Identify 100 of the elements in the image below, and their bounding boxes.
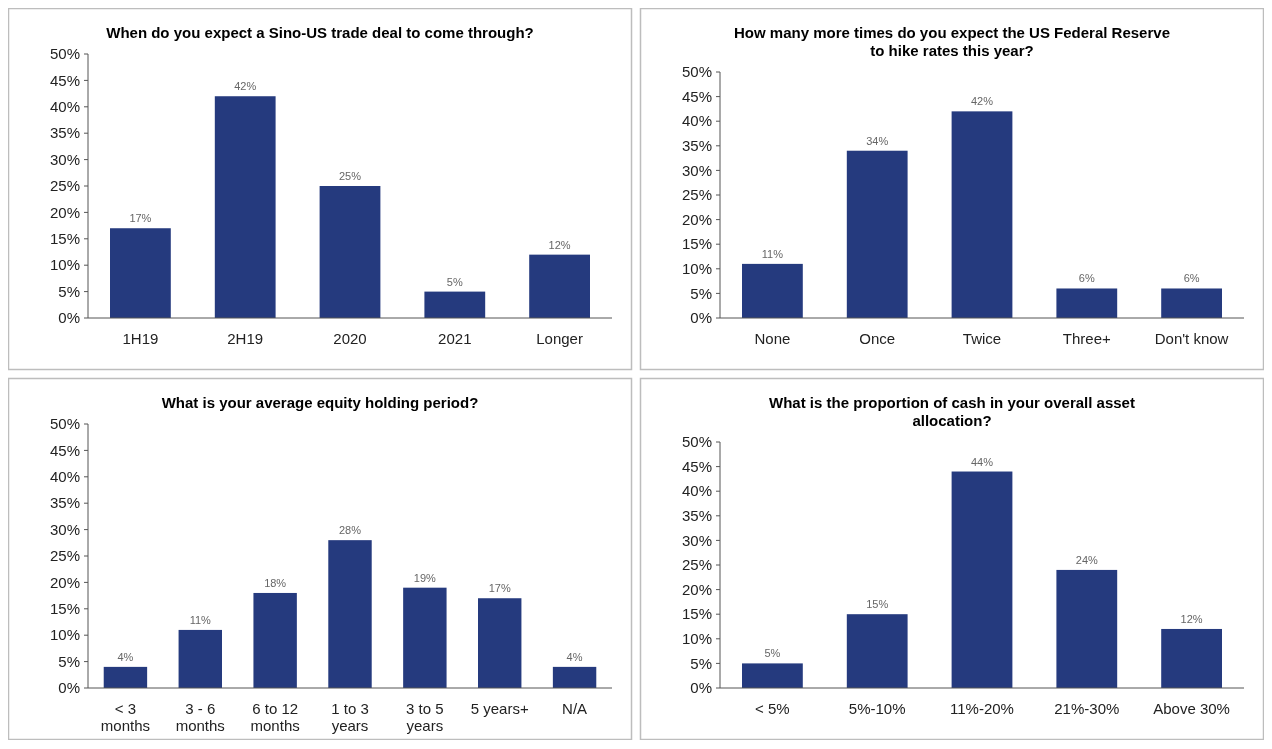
bar (328, 540, 372, 688)
y-tick-label: 0% (690, 309, 712, 327)
bar (846, 614, 908, 688)
y-tick-label: 35% (49, 494, 80, 512)
y-tick-label: 10% (49, 626, 80, 644)
x-tick-label: < 3 months (100, 700, 151, 734)
y-tick-label: 10% (681, 630, 712, 648)
data-label: 5% (764, 647, 781, 660)
x-tick-label: Twice (962, 330, 1002, 347)
x-tick-label: Longer (536, 330, 583, 347)
y-tick-label: 5% (690, 284, 712, 302)
y-tick-label: 25% (49, 547, 80, 565)
x-tick-label: Three+ (1062, 330, 1112, 347)
bar (742, 263, 803, 318)
bar (103, 666, 148, 688)
x-tick-label: 5%-10% (848, 700, 906, 717)
y-tick-label: 50% (681, 63, 712, 81)
x-tick-label: Don't know (1154, 330, 1229, 347)
y-tick-label: 15% (49, 230, 80, 248)
y-tick-label: 35% (49, 124, 80, 142)
y-tick-label: 45% (681, 457, 712, 475)
y-tick-label: 20% (681, 210, 712, 228)
bar (424, 291, 486, 318)
data-label: 42% (970, 95, 994, 108)
y-tick-label: 20% (49, 573, 80, 591)
bar (529, 254, 590, 318)
data-label: 4% (117, 650, 134, 663)
data-label: 6% (1078, 272, 1095, 285)
data-label: 11% (761, 247, 784, 260)
x-tick-label: 2021 (438, 330, 472, 347)
y-tick-label: 20% (49, 203, 80, 221)
x-tick-label: 1H19 (122, 330, 159, 347)
data-label: 18% (264, 576, 287, 589)
data-label: 25% (338, 170, 362, 182)
y-tick-label: 5% (58, 282, 80, 300)
y-tick-label: 0% (690, 679, 712, 697)
bar (1161, 628, 1222, 688)
x-tick-label: 2020 (333, 330, 367, 347)
bar (742, 663, 803, 688)
y-tick-label: 10% (49, 256, 80, 274)
y-tick-label: 35% (681, 137, 712, 155)
data-label: 24% (1075, 553, 1099, 566)
bar (951, 111, 1013, 318)
y-tick-label: 15% (681, 235, 712, 253)
data-label: 15% (866, 598, 889, 611)
y-tick-label: 25% (49, 177, 80, 195)
x-tick-label: 11%-20% (950, 700, 1014, 717)
data-label: 11% (189, 613, 212, 626)
y-tick-label: 35% (681, 507, 712, 525)
x-tick-label: 2H19 (227, 330, 264, 347)
bar (1161, 288, 1222, 318)
chart-title: When do you expect a Sino-US trade deal to come through? (106, 24, 534, 41)
y-tick-label: 15% (49, 600, 80, 618)
y-tick-label: 40% (49, 468, 80, 486)
y-tick-label: 50% (49, 415, 80, 433)
x-tick-label: 5 years+ (470, 700, 529, 717)
bar (214, 96, 276, 318)
y-tick-label: 50% (49, 45, 80, 63)
x-tick-label: 6 to 12 months (250, 700, 300, 734)
y-tick-label: 25% (681, 556, 712, 574)
y-tick-label: 45% (49, 71, 80, 89)
data-label: 4% (566, 650, 583, 663)
y-tick-label: 40% (49, 98, 80, 116)
data-label: 17% (488, 582, 511, 595)
x-tick-label: < 5% (755, 700, 790, 717)
x-tick-label: Once (859, 330, 896, 347)
data-label: 34% (866, 134, 889, 147)
x-tick-label: None (754, 330, 791, 347)
bar (951, 471, 1013, 688)
y-tick-label: 40% (681, 112, 712, 130)
x-tick-label: N/A (562, 700, 588, 717)
bar (846, 150, 908, 318)
bar (178, 629, 222, 688)
data-label: 19% (413, 571, 437, 584)
x-tick-label: 1 to 3 years (331, 700, 369, 734)
data-label: 17% (129, 212, 152, 225)
data-label: 12% (1180, 612, 1203, 625)
y-tick-label: 30% (681, 531, 712, 549)
data-label: 42% (234, 80, 257, 93)
y-tick-label: 30% (49, 150, 80, 168)
bar (1056, 288, 1118, 318)
data-label: 28% (338, 524, 362, 537)
y-tick-label: 0% (58, 309, 80, 327)
x-tick-label: 3 - 6 months (175, 700, 225, 734)
y-tick-label: 15% (681, 605, 712, 623)
data-label: 5% (446, 275, 463, 288)
y-tick-label: 40% (681, 482, 712, 500)
y-tick-label: 5% (58, 652, 80, 670)
chart-title: How many more times do you expect the US Federal Reserve to hike rates this year? (734, 24, 1170, 59)
x-tick-label: Above 30% (1153, 700, 1230, 717)
data-label: 44% (970, 455, 994, 468)
y-tick-label: 0% (58, 679, 80, 697)
bar (319, 186, 381, 318)
x-tick-label: 21%-30% (1054, 700, 1120, 717)
y-tick-label: 5% (690, 654, 712, 672)
bar (552, 666, 597, 688)
bar (1056, 569, 1118, 688)
y-tick-label: 45% (681, 87, 712, 105)
bar (110, 228, 171, 318)
y-tick-label: 10% (681, 260, 712, 278)
